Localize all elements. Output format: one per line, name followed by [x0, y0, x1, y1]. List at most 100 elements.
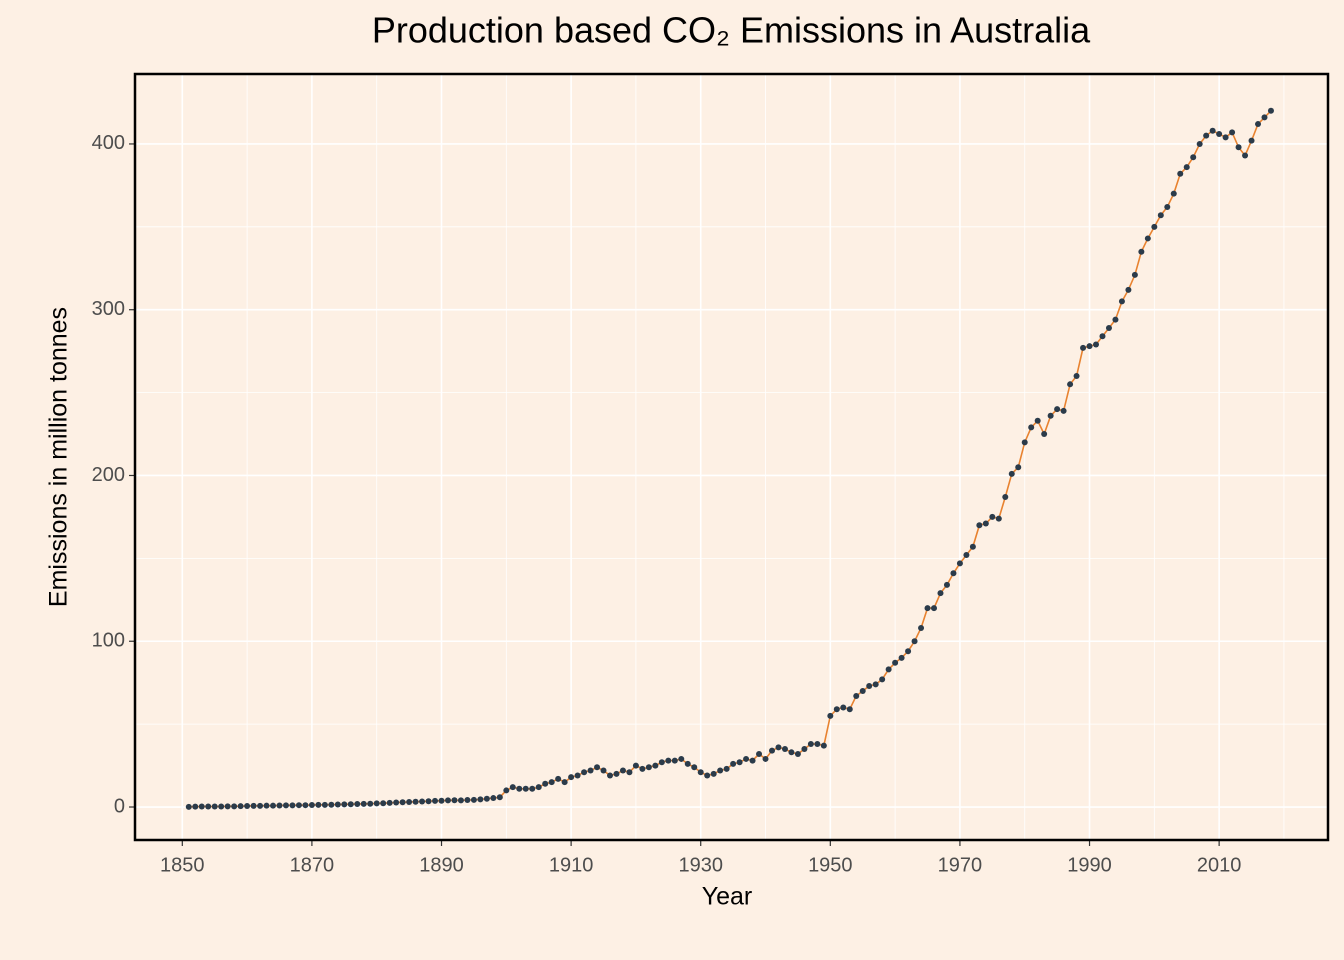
data-point	[270, 802, 277, 809]
data-point	[665, 757, 672, 764]
data-point	[529, 785, 536, 792]
data-point	[302, 802, 309, 809]
data-point	[775, 744, 782, 751]
data-point	[360, 800, 367, 807]
data-point	[872, 681, 879, 688]
data-point	[866, 683, 873, 690]
y-axis-label: Emissions in million tonnes	[45, 307, 73, 607]
data-point	[1216, 131, 1223, 138]
data-point	[606, 772, 613, 779]
data-point	[794, 750, 801, 757]
data-point	[548, 779, 555, 786]
data-point	[328, 801, 335, 808]
data-point	[457, 797, 464, 804]
data-point	[736, 759, 743, 766]
data-point	[1028, 424, 1035, 431]
data-point	[1034, 417, 1041, 424]
data-point	[535, 784, 542, 791]
data-point	[555, 775, 562, 782]
data-point	[853, 692, 860, 699]
data-point	[846, 706, 853, 713]
data-point	[509, 784, 516, 791]
data-point	[477, 796, 484, 803]
data-point	[432, 797, 439, 804]
data-point	[276, 802, 283, 809]
data-point	[444, 797, 451, 804]
data-point	[1170, 190, 1177, 197]
data-point	[1242, 152, 1249, 159]
data-point	[334, 801, 341, 808]
data-point	[373, 800, 380, 807]
data-point	[652, 762, 659, 769]
data-point	[503, 787, 510, 794]
data-point	[1157, 212, 1164, 219]
data-point	[1235, 144, 1242, 151]
data-point	[788, 749, 795, 756]
data-point	[192, 803, 199, 810]
data-point	[451, 797, 458, 804]
data-point	[801, 745, 808, 752]
data-point	[315, 801, 322, 808]
data-point	[697, 769, 704, 776]
data-point	[723, 765, 730, 772]
x-tick-label: 1970	[938, 854, 983, 876]
data-point	[341, 801, 348, 808]
data-point	[898, 654, 905, 661]
data-point	[295, 802, 302, 809]
x-tick-label: 2010	[1197, 854, 1242, 876]
data-point	[1054, 406, 1061, 413]
data-point	[1196, 140, 1203, 147]
data-point	[704, 772, 711, 779]
data-point	[840, 704, 847, 711]
data-point	[1255, 121, 1262, 128]
data-point	[237, 803, 244, 810]
data-point	[762, 755, 769, 762]
data-point	[380, 800, 387, 807]
data-point	[969, 543, 976, 550]
data-point	[911, 638, 918, 645]
data-point	[1060, 407, 1067, 414]
data-point	[639, 765, 646, 772]
data-point	[218, 803, 225, 810]
data-point	[308, 802, 315, 809]
data-point	[490, 795, 497, 802]
data-point	[263, 802, 270, 809]
data-point	[587, 767, 594, 774]
data-point	[1105, 324, 1112, 331]
data-point	[1093, 341, 1100, 348]
y-tick-label: 200	[92, 464, 125, 486]
data-point	[931, 605, 938, 612]
data-point	[347, 801, 354, 808]
data-point	[756, 750, 763, 757]
data-point	[198, 803, 205, 810]
plot-border	[133, 72, 1330, 842]
data-point	[626, 769, 633, 776]
x-tick-label: 1890	[419, 854, 464, 876]
data-point	[1203, 132, 1210, 139]
data-point	[1138, 248, 1145, 255]
data-point	[1177, 170, 1184, 177]
x-tick-label: 1910	[549, 854, 594, 876]
data-point	[600, 767, 607, 774]
data-point	[1261, 114, 1268, 121]
data-point	[684, 760, 691, 767]
x-axis-label: Year	[702, 883, 753, 911]
x-tick-label: 1950	[808, 854, 853, 876]
x-tick-label: 1930	[678, 854, 723, 876]
data-point	[1086, 343, 1093, 350]
data-point	[1080, 344, 1087, 351]
data-point	[995, 515, 1002, 522]
data-point	[730, 760, 737, 767]
data-point	[1125, 286, 1132, 293]
data-point	[1002, 494, 1009, 501]
data-point	[717, 767, 724, 774]
y-tick-label: 0	[114, 795, 125, 817]
data-point	[1067, 381, 1074, 388]
data-point	[250, 802, 257, 809]
data-point	[781, 745, 788, 752]
x-tick-label: 1850	[160, 854, 205, 876]
data-point	[619, 767, 626, 774]
data-point	[1190, 154, 1197, 161]
data-point	[1118, 298, 1125, 305]
